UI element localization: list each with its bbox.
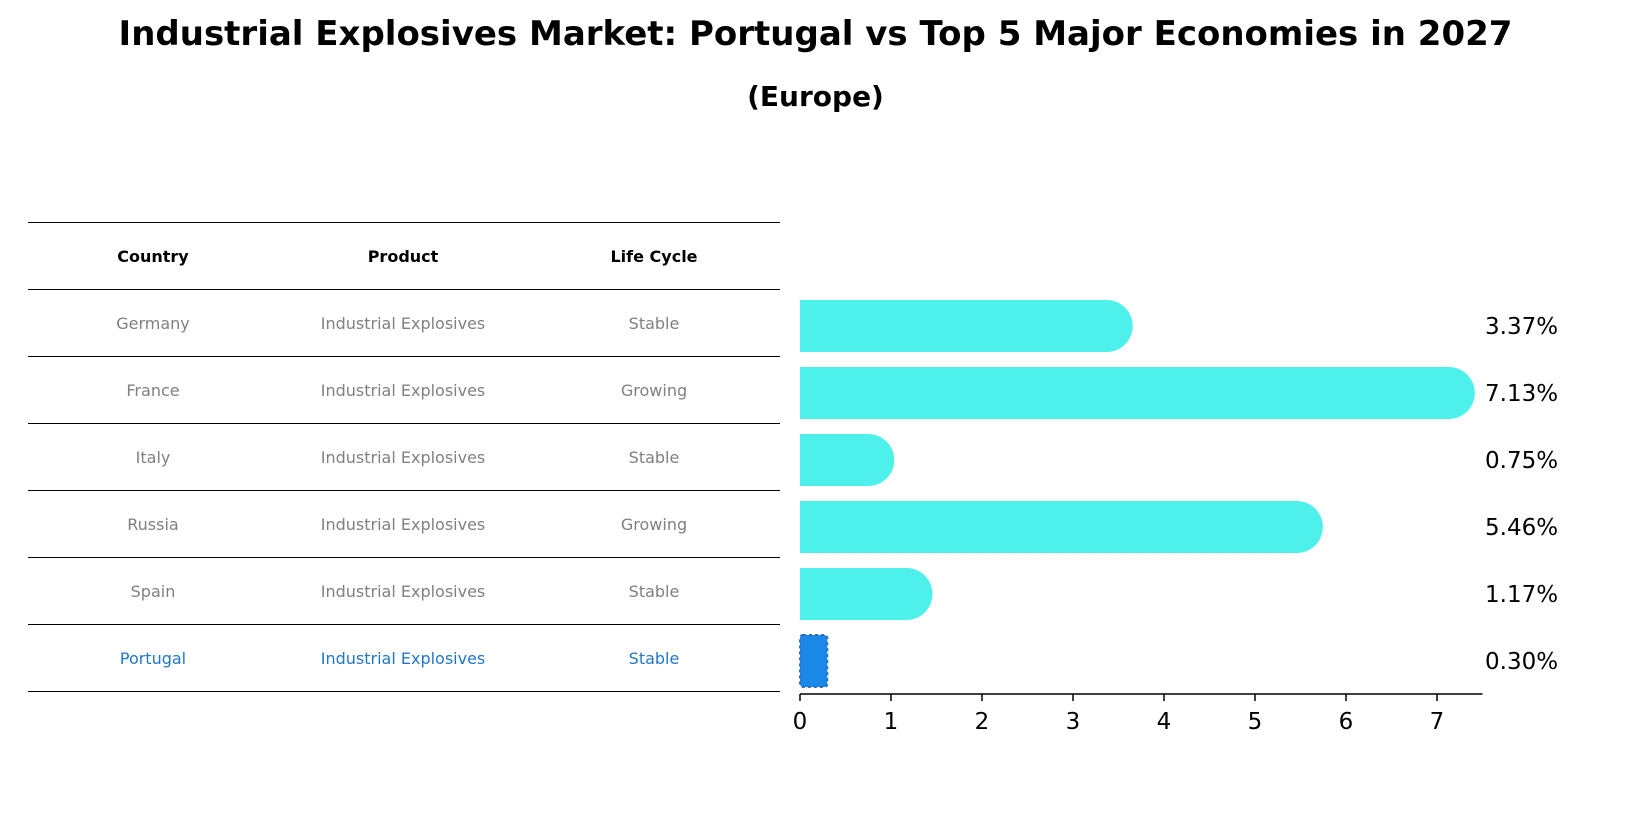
table-header-row: Country Product Life Cycle bbox=[28, 223, 780, 289]
bar-russia bbox=[800, 501, 1323, 553]
cell-life-cycle: Growing bbox=[620, 514, 688, 534]
data-label-italy: 0.75% bbox=[1485, 448, 1558, 474]
header-life-cycle: Life Cycle bbox=[610, 246, 698, 266]
table-row: Russia Industrial Explosives Growing bbox=[28, 491, 780, 557]
data-label-france: 7.13% bbox=[1485, 381, 1558, 407]
table-rule bbox=[28, 289, 780, 290]
cell-product: Industrial Explosives bbox=[320, 581, 486, 601]
x-tick-label: 5 bbox=[1248, 709, 1263, 735]
cell-life-cycle: Growing bbox=[620, 380, 688, 400]
table-row: France Industrial Explosives Growing bbox=[28, 357, 780, 423]
table-rule bbox=[28, 624, 780, 625]
table-rule bbox=[28, 423, 780, 424]
cell-product: Industrial Explosives bbox=[320, 313, 486, 333]
bar-portugal bbox=[799, 634, 829, 688]
cell-country: Russia bbox=[127, 514, 179, 534]
table-rule bbox=[28, 356, 780, 357]
table-rule bbox=[28, 557, 780, 558]
x-tick-label: 1 bbox=[884, 709, 899, 735]
cell-product: Industrial Explosives bbox=[320, 514, 486, 534]
cell-country: Portugal bbox=[119, 648, 187, 668]
chart-title: Industrial Explosives Market: Portugal v… bbox=[118, 14, 1513, 54]
x-tick-label: 6 bbox=[1339, 709, 1354, 735]
cell-country: Germany bbox=[116, 313, 190, 333]
data-label-russia: 5.46% bbox=[1485, 515, 1558, 541]
cell-life-cycle: Stable bbox=[628, 648, 680, 668]
table-top-rule bbox=[28, 222, 780, 223]
table-row: Germany Industrial Explosives Stable bbox=[28, 290, 780, 356]
header-country: Country bbox=[117, 246, 189, 266]
bar-france bbox=[800, 367, 1475, 419]
cell-product: Industrial Explosives bbox=[320, 648, 486, 668]
cell-country: Spain bbox=[130, 581, 176, 601]
cell-product: Industrial Explosives bbox=[320, 380, 486, 400]
table-row-highlight: Portugal Industrial Explosives Stable bbox=[28, 625, 780, 691]
cell-country: France bbox=[126, 380, 180, 400]
x-tick-label: 3 bbox=[1066, 709, 1081, 735]
bar-germany bbox=[800, 300, 1133, 352]
x-tick-label: 2 bbox=[975, 709, 990, 735]
cell-product: Industrial Explosives bbox=[320, 447, 486, 467]
cell-life-cycle: Stable bbox=[628, 447, 680, 467]
data-label-spain: 1.17% bbox=[1485, 582, 1558, 608]
table-rule bbox=[28, 490, 780, 491]
x-tick-label: 0 bbox=[793, 709, 808, 735]
data-label-germany: 3.37% bbox=[1485, 314, 1558, 340]
header-product: Product bbox=[367, 246, 439, 266]
cell-life-cycle: Stable bbox=[628, 581, 680, 601]
bar-spain bbox=[800, 568, 933, 620]
table-bottom-rule bbox=[28, 691, 780, 692]
data-label-portugal: 0.30% bbox=[1485, 649, 1558, 675]
data-table: Country Product Life Cycle Germany Indus… bbox=[28, 222, 780, 692]
bar-italy bbox=[800, 434, 895, 486]
table-row: Spain Industrial Explosives Stable bbox=[28, 558, 780, 624]
x-tick-label: 7 bbox=[1430, 709, 1445, 735]
chart-subtitle: (Europe) bbox=[747, 80, 884, 113]
x-tick-label: 4 bbox=[1157, 709, 1172, 735]
cell-life-cycle: Stable bbox=[628, 313, 680, 333]
bar-chart: 3.37% 7.13% 0.75% 5.46% 1.17% 0.30% 0 1 2 3 4 5 6 7 bbox=[793, 300, 1558, 735]
table-row: Italy Industrial Explosives Stable bbox=[28, 424, 780, 490]
cell-country: Italy bbox=[135, 447, 171, 467]
